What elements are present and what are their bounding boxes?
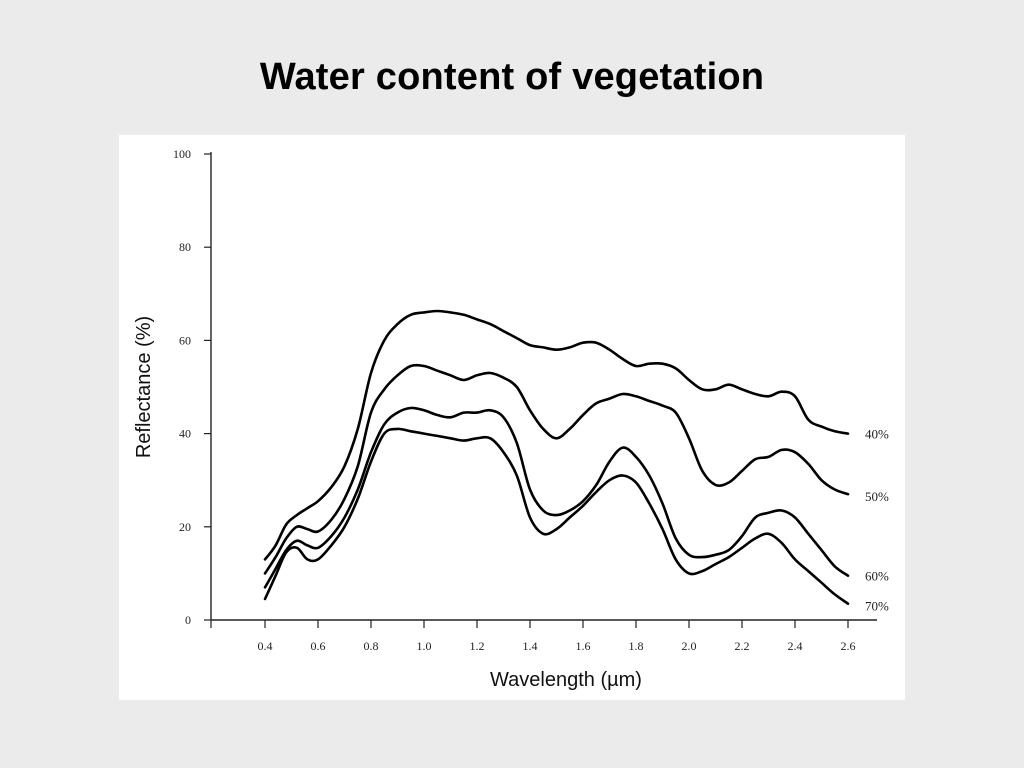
x-tick-label: 2.0 <box>682 639 697 653</box>
x-tick-label: 2.4 <box>788 639 803 653</box>
series-label-70pct: 70% <box>865 599 889 614</box>
x-tick-label: 1.6 <box>576 639 591 653</box>
y-tick-label: 40 <box>179 427 191 441</box>
x-tick-label: 1.0 <box>417 639 432 653</box>
series-line-70pct <box>263 427 850 605</box>
series-line-50pct <box>263 363 850 575</box>
y-tick-label: 20 <box>179 520 191 534</box>
y-tick-label: 100 <box>173 147 191 161</box>
y-axis-title: Reflectance (%) <box>133 316 155 458</box>
chart-panel: 0 20 40 60 80 100 0.4 0.6 0.8 1.0 1.2 1.4 1.6 1.8 2.0 2… <box>119 135 905 700</box>
series-label-40pct: 40% <box>865 427 889 442</box>
x-axis-title: Wavelength (µm) <box>490 669 642 691</box>
x-tick-label: 0.4 <box>258 639 273 653</box>
x-tick-label: 0.6 <box>311 639 326 653</box>
x-tick-label: 1.8 <box>629 639 644 653</box>
y-tick-label: 80 <box>179 240 191 254</box>
series-line-40pct <box>263 309 850 561</box>
slide-title: Water content of vegetation <box>259 56 765 98</box>
series-label-50pct: 50% <box>865 489 889 504</box>
reflectance-chart: 0 20 40 60 80 100 0.4 0.6 0.8 1.0 1.2 1.4 1.6 1.8 2.0 2… <box>133 147 889 691</box>
x-tick-label: 1.2 <box>470 639 485 653</box>
x-tick-label: 1.4 <box>523 639 538 653</box>
x-tick-label: 0.8 <box>364 639 379 653</box>
x-tick-label: 2.2 <box>735 639 750 653</box>
y-tick-label: 0 <box>185 613 191 627</box>
y-tick-label: 60 <box>179 333 191 347</box>
series-line-60pct <box>263 406 850 589</box>
x-tick-label: 2.6 <box>841 639 856 653</box>
series-label-60pct: 60% <box>865 569 889 584</box>
